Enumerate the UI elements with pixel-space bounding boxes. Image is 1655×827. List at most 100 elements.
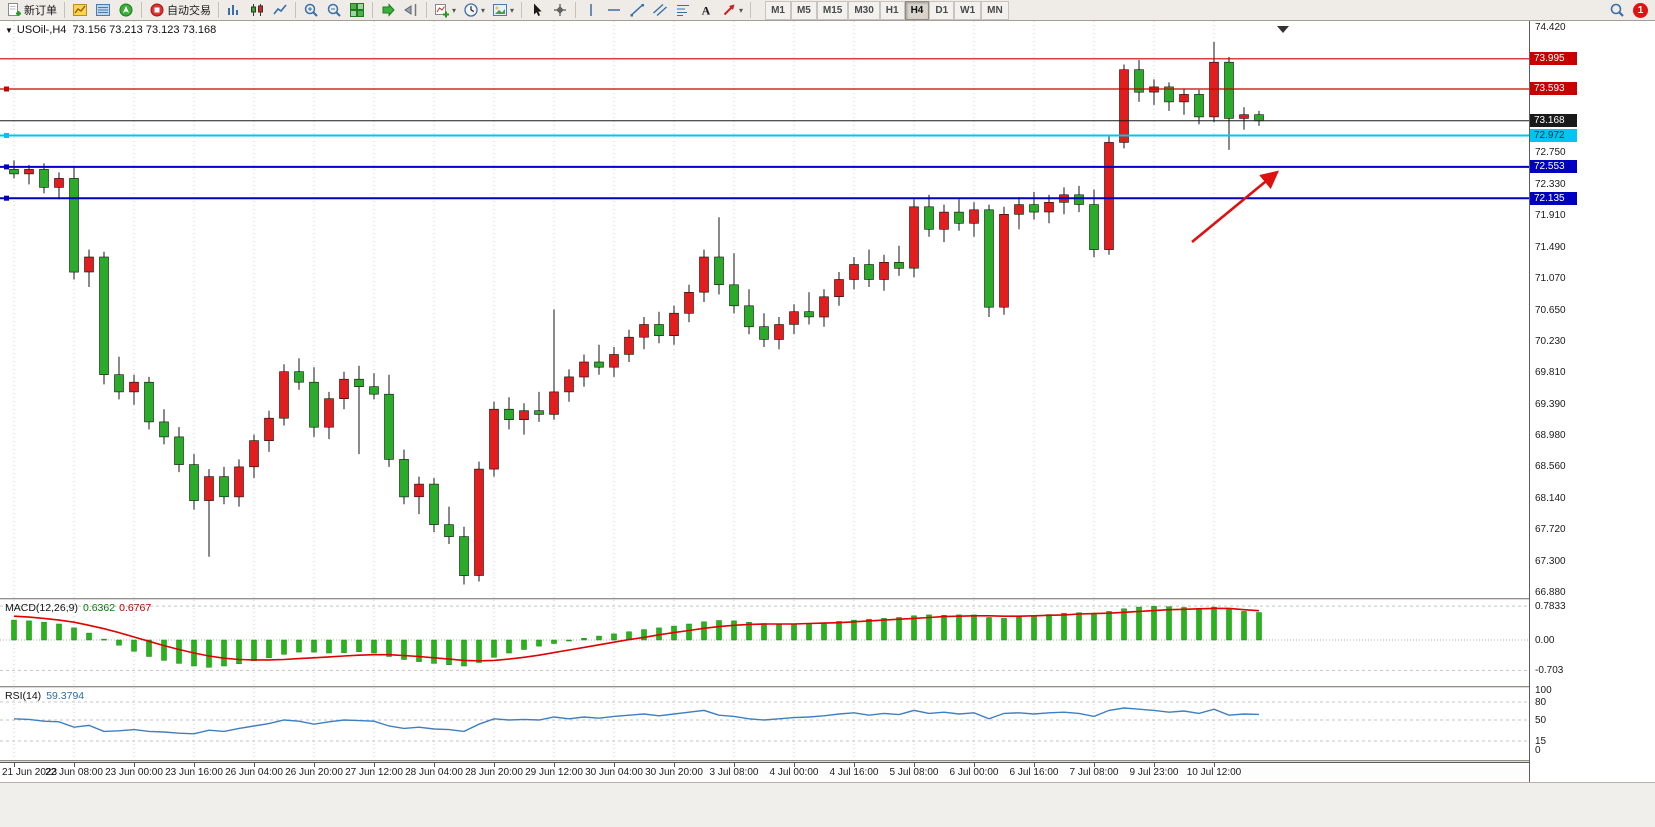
time-tick bbox=[74, 763, 75, 767]
bar-chart-button[interactable] bbox=[223, 1, 245, 20]
rsi-line bbox=[13, 707, 1260, 735]
market-watch-button[interactable] bbox=[69, 1, 91, 20]
data-window-button[interactable] bbox=[92, 1, 114, 20]
time-axis-label: 22 Jun 08:00 bbox=[45, 767, 103, 778]
macd-axis-label: 0.00 bbox=[1535, 635, 1555, 646]
macd-axis-label: -0.703 bbox=[1535, 665, 1564, 677]
vertical-line-button[interactable] bbox=[580, 1, 602, 20]
time-tick bbox=[374, 763, 375, 767]
time-tick bbox=[494, 763, 495, 767]
line-chart-icon bbox=[272, 2, 288, 18]
search-icon bbox=[1609, 2, 1625, 18]
time-axis-label: 10 Jul 12:00 bbox=[1186, 767, 1242, 778]
time-axis-label: 27 Jun 12:00 bbox=[345, 767, 403, 778]
new-order-button[interactable]: 新订单 bbox=[3, 1, 60, 20]
templates-icon bbox=[492, 2, 508, 18]
vertical-line-icon bbox=[583, 2, 599, 18]
time-axis-label: 28 Jun 20:00 bbox=[465, 767, 523, 778]
rsi-axis-label: 100 bbox=[1535, 685, 1552, 696]
timeframe-h4-button[interactable]: H4 bbox=[904, 0, 930, 20]
fibonacci-button[interactable] bbox=[672, 1, 694, 20]
timeframe-m15-button[interactable]: M15 bbox=[816, 0, 849, 20]
line-handle[interactable] bbox=[4, 195, 9, 201]
rsi-panel[interactable]: RSI(14) 59.3794 bbox=[0, 688, 1529, 760]
channel-icon bbox=[652, 2, 668, 18]
chart-shift-button[interactable] bbox=[400, 1, 422, 20]
cursor-icon bbox=[529, 2, 545, 18]
macd-signal-value: 0.6767 bbox=[119, 602, 152, 614]
periods-icon bbox=[463, 2, 479, 18]
line-chart-button[interactable] bbox=[269, 1, 291, 20]
time-axis-label: 29 Jun 12:00 bbox=[525, 767, 583, 778]
timeframe-h1-button[interactable]: H1 bbox=[879, 0, 905, 20]
macd-panel[interactable]: MACD(12,26,9) 0.6362 0.6767 bbox=[0, 600, 1529, 686]
search-button[interactable] bbox=[1606, 1, 1628, 20]
time-tick bbox=[1034, 763, 1035, 767]
zoom-in-icon bbox=[303, 2, 319, 18]
price-axis-label: 69.810 bbox=[1535, 367, 1566, 379]
time-tick bbox=[974, 763, 975, 767]
timeframe-m30-button[interactable]: M30 bbox=[848, 0, 880, 20]
time-axis[interactable]: 21 Jun 2023 22 Jun 08:00 23 Jun 00:00 23 Ju… bbox=[0, 762, 1529, 782]
macd-axis-label: 0.7833 bbox=[1535, 601, 1566, 613]
cursor-button[interactable] bbox=[526, 1, 548, 20]
time-tick bbox=[794, 763, 795, 767]
price-axis-label: 68.560 bbox=[1535, 461, 1566, 473]
candlestick-chart[interactable] bbox=[0, 21, 1529, 598]
channel-button[interactable] bbox=[649, 1, 671, 20]
auto-scroll-button[interactable] bbox=[377, 1, 399, 20]
horizontal-line-button[interactable] bbox=[603, 1, 625, 20]
arrows-button[interactable]: ▾ bbox=[718, 1, 746, 20]
time-axis-label: 3 Jul 08:00 bbox=[709, 767, 759, 778]
candlestick-chart-button[interactable] bbox=[246, 1, 268, 20]
window-footer bbox=[0, 782, 1655, 827]
zoom-out-button[interactable] bbox=[323, 1, 345, 20]
autotrade-label: 自动交易 bbox=[167, 5, 211, 17]
navigator-icon bbox=[118, 2, 134, 18]
timeframe-m1-button[interactable]: M1 bbox=[765, 0, 791, 20]
time-axis-label: 4 Jul 00:00 bbox=[769, 767, 819, 778]
toolbar-separator bbox=[521, 2, 523, 18]
chart-shift-marker[interactable] bbox=[1277, 26, 1289, 33]
templates-button[interactable]: ▾ bbox=[489, 1, 517, 20]
notification-badge[interactable]: 1 bbox=[1633, 2, 1648, 18]
time-tick bbox=[1094, 763, 1095, 767]
panel-divider[interactable] bbox=[0, 760, 1655, 762]
rsi-chart bbox=[0, 688, 1529, 760]
indicators-button[interactable]: ▾ bbox=[431, 1, 459, 20]
time-tick bbox=[1214, 763, 1215, 767]
tile-windows-button[interactable] bbox=[346, 1, 368, 20]
trendline-button[interactable] bbox=[626, 1, 648, 20]
time-tick bbox=[194, 763, 195, 767]
navigator-button[interactable] bbox=[115, 1, 137, 20]
chart-symbol-title: USOil-,H4 bbox=[16, 24, 67, 36]
timeframe-d1-button[interactable]: D1 bbox=[929, 0, 955, 20]
time-axis-label: 6 Jul 16:00 bbox=[1009, 767, 1059, 778]
trend-arrow-annotation[interactable] bbox=[1191, 170, 1280, 244]
chart-collapse-icon[interactable]: ▼ bbox=[5, 26, 13, 35]
support-line-badge: 72.553 bbox=[1530, 160, 1577, 174]
price-axis[interactable]: 74.420 72.750 72.330 71.910 71.490 71.070 70.6… bbox=[1529, 21, 1655, 782]
timeframe-m5-button[interactable]: M5 bbox=[790, 0, 817, 20]
timeframe-w1-button[interactable]: W1 bbox=[954, 0, 982, 20]
timeframe-mn-button[interactable]: MN bbox=[981, 0, 1009, 20]
periods-button[interactable]: ▾ bbox=[460, 1, 488, 20]
panel-divider[interactable] bbox=[0, 686, 1655, 688]
rsi-axis-label: 50 bbox=[1535, 715, 1547, 726]
line-handle[interactable] bbox=[4, 133, 9, 138]
text-button[interactable]: A bbox=[695, 1, 717, 20]
zoom-out-icon bbox=[326, 2, 342, 18]
price-axis-label: 68.140 bbox=[1535, 492, 1566, 504]
line-handle[interactable] bbox=[4, 164, 9, 170]
price-chart-panel[interactable]: ▼ USOil-,H4 73.156 73.213 73.123 73.168 bbox=[0, 21, 1529, 598]
support-line-badge: 72.972 bbox=[1530, 129, 1577, 142]
chart-ohlc-values: 73.156 73.213 73.123 73.168 bbox=[72, 24, 217, 36]
autotrade-button[interactable]: 自动交易 bbox=[146, 1, 214, 20]
crosshair-button[interactable] bbox=[549, 1, 571, 20]
panel-divider[interactable] bbox=[0, 598, 1655, 600]
zoom-in-button[interactable] bbox=[300, 1, 322, 20]
market-watch-icon bbox=[72, 2, 88, 18]
time-tick bbox=[614, 763, 615, 767]
macd-main-value: 0.6362 bbox=[82, 602, 116, 614]
line-handle[interactable] bbox=[4, 86, 9, 92]
